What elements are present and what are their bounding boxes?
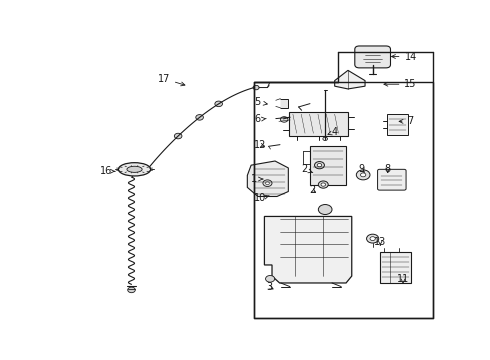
FancyBboxPatch shape <box>355 46 391 68</box>
Circle shape <box>263 180 272 186</box>
Bar <box>289 112 348 135</box>
Circle shape <box>266 275 275 282</box>
Text: 5: 5 <box>254 97 268 107</box>
FancyBboxPatch shape <box>378 169 406 190</box>
Circle shape <box>356 170 370 180</box>
Circle shape <box>370 237 375 240</box>
Circle shape <box>318 181 328 188</box>
Text: 16: 16 <box>100 166 115 176</box>
Polygon shape <box>247 161 288 197</box>
Circle shape <box>318 204 332 215</box>
Polygon shape <box>335 70 365 89</box>
Text: 17: 17 <box>158 74 185 86</box>
Text: 6: 6 <box>254 114 266 125</box>
Circle shape <box>280 117 288 122</box>
Circle shape <box>215 101 222 107</box>
Circle shape <box>315 162 324 169</box>
Bar <box>254 82 433 318</box>
Ellipse shape <box>127 166 142 172</box>
Bar <box>310 146 346 185</box>
Circle shape <box>317 163 322 167</box>
Circle shape <box>128 287 135 293</box>
Text: 2: 2 <box>309 185 316 195</box>
Circle shape <box>367 234 379 243</box>
Bar <box>380 252 411 283</box>
Polygon shape <box>280 99 288 108</box>
Circle shape <box>361 173 366 177</box>
Text: 3: 3 <box>266 282 273 292</box>
Circle shape <box>266 182 270 185</box>
Text: 7: 7 <box>399 116 414 126</box>
Text: 14: 14 <box>392 51 416 62</box>
Text: 8: 8 <box>385 164 391 174</box>
Circle shape <box>253 85 259 90</box>
Bar <box>387 114 408 135</box>
Text: 1: 1 <box>251 174 263 184</box>
Text: 12: 12 <box>254 140 267 150</box>
Text: 13: 13 <box>374 237 386 247</box>
Text: 11: 11 <box>397 274 409 284</box>
Polygon shape <box>265 216 352 283</box>
Text: 9: 9 <box>358 164 365 174</box>
Text: 15: 15 <box>384 79 417 89</box>
Circle shape <box>323 137 327 140</box>
Circle shape <box>321 183 325 186</box>
Text: 10: 10 <box>254 193 269 203</box>
Ellipse shape <box>119 163 151 176</box>
Circle shape <box>174 133 182 139</box>
Text: 2: 2 <box>301 164 313 174</box>
Circle shape <box>196 114 203 120</box>
Text: 4: 4 <box>328 127 338 137</box>
